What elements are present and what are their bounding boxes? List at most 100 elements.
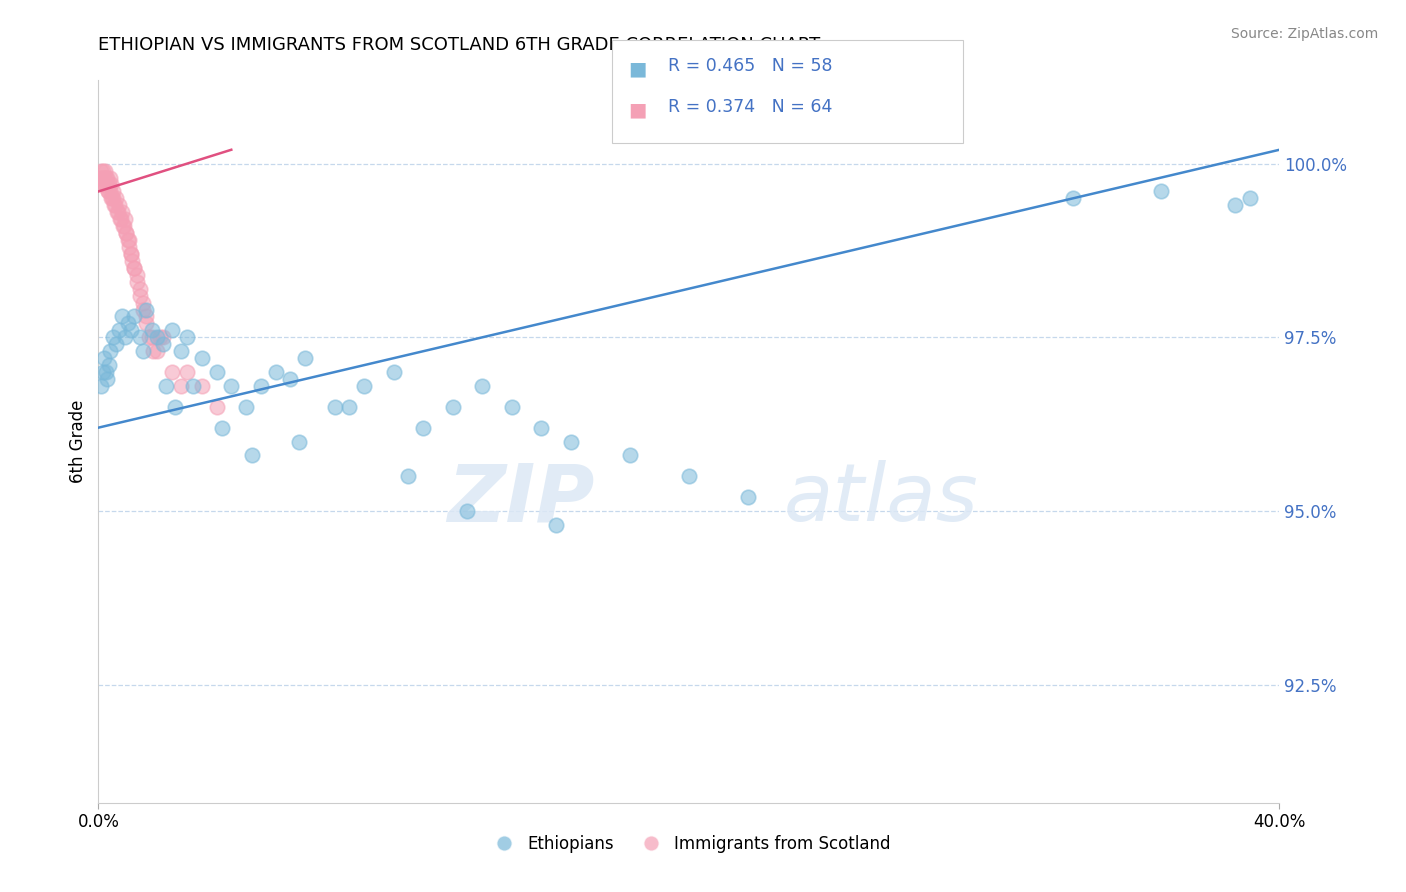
Text: ■: ■: [628, 101, 647, 120]
Point: [97, 185, 120, 199]
Point: [288, 434, 311, 449]
Text: ZIP: ZIP: [447, 460, 595, 539]
Point: [546, 517, 568, 532]
Point: [111, 310, 134, 324]
Point: [146, 330, 169, 344]
Point: [97, 178, 120, 192]
Point: [141, 323, 163, 337]
Point: [103, 191, 125, 205]
Point: [91, 170, 114, 185]
Point: [235, 400, 257, 414]
Point: [1062, 191, 1084, 205]
Point: [98, 185, 121, 199]
Point: [132, 295, 155, 310]
Y-axis label: 6th Grade: 6th Grade: [69, 400, 87, 483]
Point: [678, 469, 700, 483]
Point: [111, 205, 134, 219]
Point: [90, 178, 112, 192]
Point: [91, 365, 114, 379]
Point: [120, 247, 142, 261]
Point: [132, 344, 155, 359]
Point: [382, 365, 405, 379]
Point: [114, 226, 136, 240]
Point: [97, 358, 120, 372]
Point: [111, 219, 134, 234]
Point: [117, 317, 139, 331]
Point: [110, 212, 132, 227]
Point: [181, 379, 204, 393]
Point: [152, 337, 174, 351]
Point: [560, 434, 582, 449]
Point: [98, 344, 121, 359]
Point: [112, 219, 135, 234]
Point: [141, 330, 163, 344]
Point: [94, 365, 117, 379]
Point: [96, 372, 118, 386]
Text: R = 0.374   N = 64: R = 0.374 N = 64: [668, 98, 832, 116]
Point: [176, 365, 198, 379]
Point: [221, 379, 243, 393]
Point: [105, 191, 128, 205]
Point: [1150, 185, 1173, 199]
Point: [100, 178, 122, 192]
Point: [101, 185, 124, 199]
Point: [205, 365, 228, 379]
Point: [353, 379, 375, 393]
Point: [165, 400, 187, 414]
Point: [1225, 198, 1247, 212]
Point: [100, 191, 122, 205]
Point: [93, 178, 115, 192]
Point: [176, 330, 198, 344]
Point: [250, 379, 273, 393]
Point: [128, 330, 150, 344]
Point: [91, 163, 114, 178]
Point: [117, 233, 139, 247]
Point: [264, 365, 287, 379]
Point: [96, 178, 118, 192]
Point: [121, 247, 143, 261]
Point: [191, 379, 214, 393]
Point: [90, 163, 112, 178]
Text: atlas: atlas: [783, 460, 979, 539]
Point: [412, 420, 434, 434]
Point: [100, 191, 122, 205]
Point: [108, 198, 131, 212]
Point: [155, 379, 177, 393]
Point: [135, 302, 157, 317]
Point: [132, 302, 155, 317]
Point: [323, 400, 346, 414]
Point: [120, 323, 142, 337]
Point: [114, 330, 136, 344]
Point: [105, 205, 128, 219]
Point: [619, 449, 641, 463]
Point: [94, 163, 117, 178]
Text: R = 0.465   N = 58: R = 0.465 N = 58: [668, 57, 832, 75]
Point: [205, 400, 228, 414]
Point: [97, 185, 120, 199]
Point: [339, 400, 361, 414]
Point: [93, 351, 115, 366]
Point: [115, 226, 138, 240]
Point: [294, 351, 316, 366]
Point: [1239, 191, 1261, 205]
Point: [280, 372, 302, 386]
Point: [240, 449, 263, 463]
Point: [457, 504, 479, 518]
Text: Source: ZipAtlas.com: Source: ZipAtlas.com: [1230, 27, 1378, 41]
Point: [96, 170, 118, 185]
Point: [398, 469, 420, 483]
Point: [191, 351, 214, 366]
Point: [135, 310, 157, 324]
Point: [471, 379, 494, 393]
Point: [105, 337, 128, 351]
Point: [108, 212, 131, 227]
Point: [122, 260, 145, 275]
Point: [501, 400, 523, 414]
Point: [162, 323, 183, 337]
Point: [170, 344, 193, 359]
Text: ETHIOPIAN VS IMMIGRANTS FROM SCOTLAND 6TH GRADE CORRELATION CHART: ETHIOPIAN VS IMMIGRANTS FROM SCOTLAND 6T…: [98, 36, 821, 54]
Point: [118, 240, 141, 254]
Point: [104, 198, 127, 212]
Point: [93, 170, 115, 185]
Point: [117, 233, 139, 247]
